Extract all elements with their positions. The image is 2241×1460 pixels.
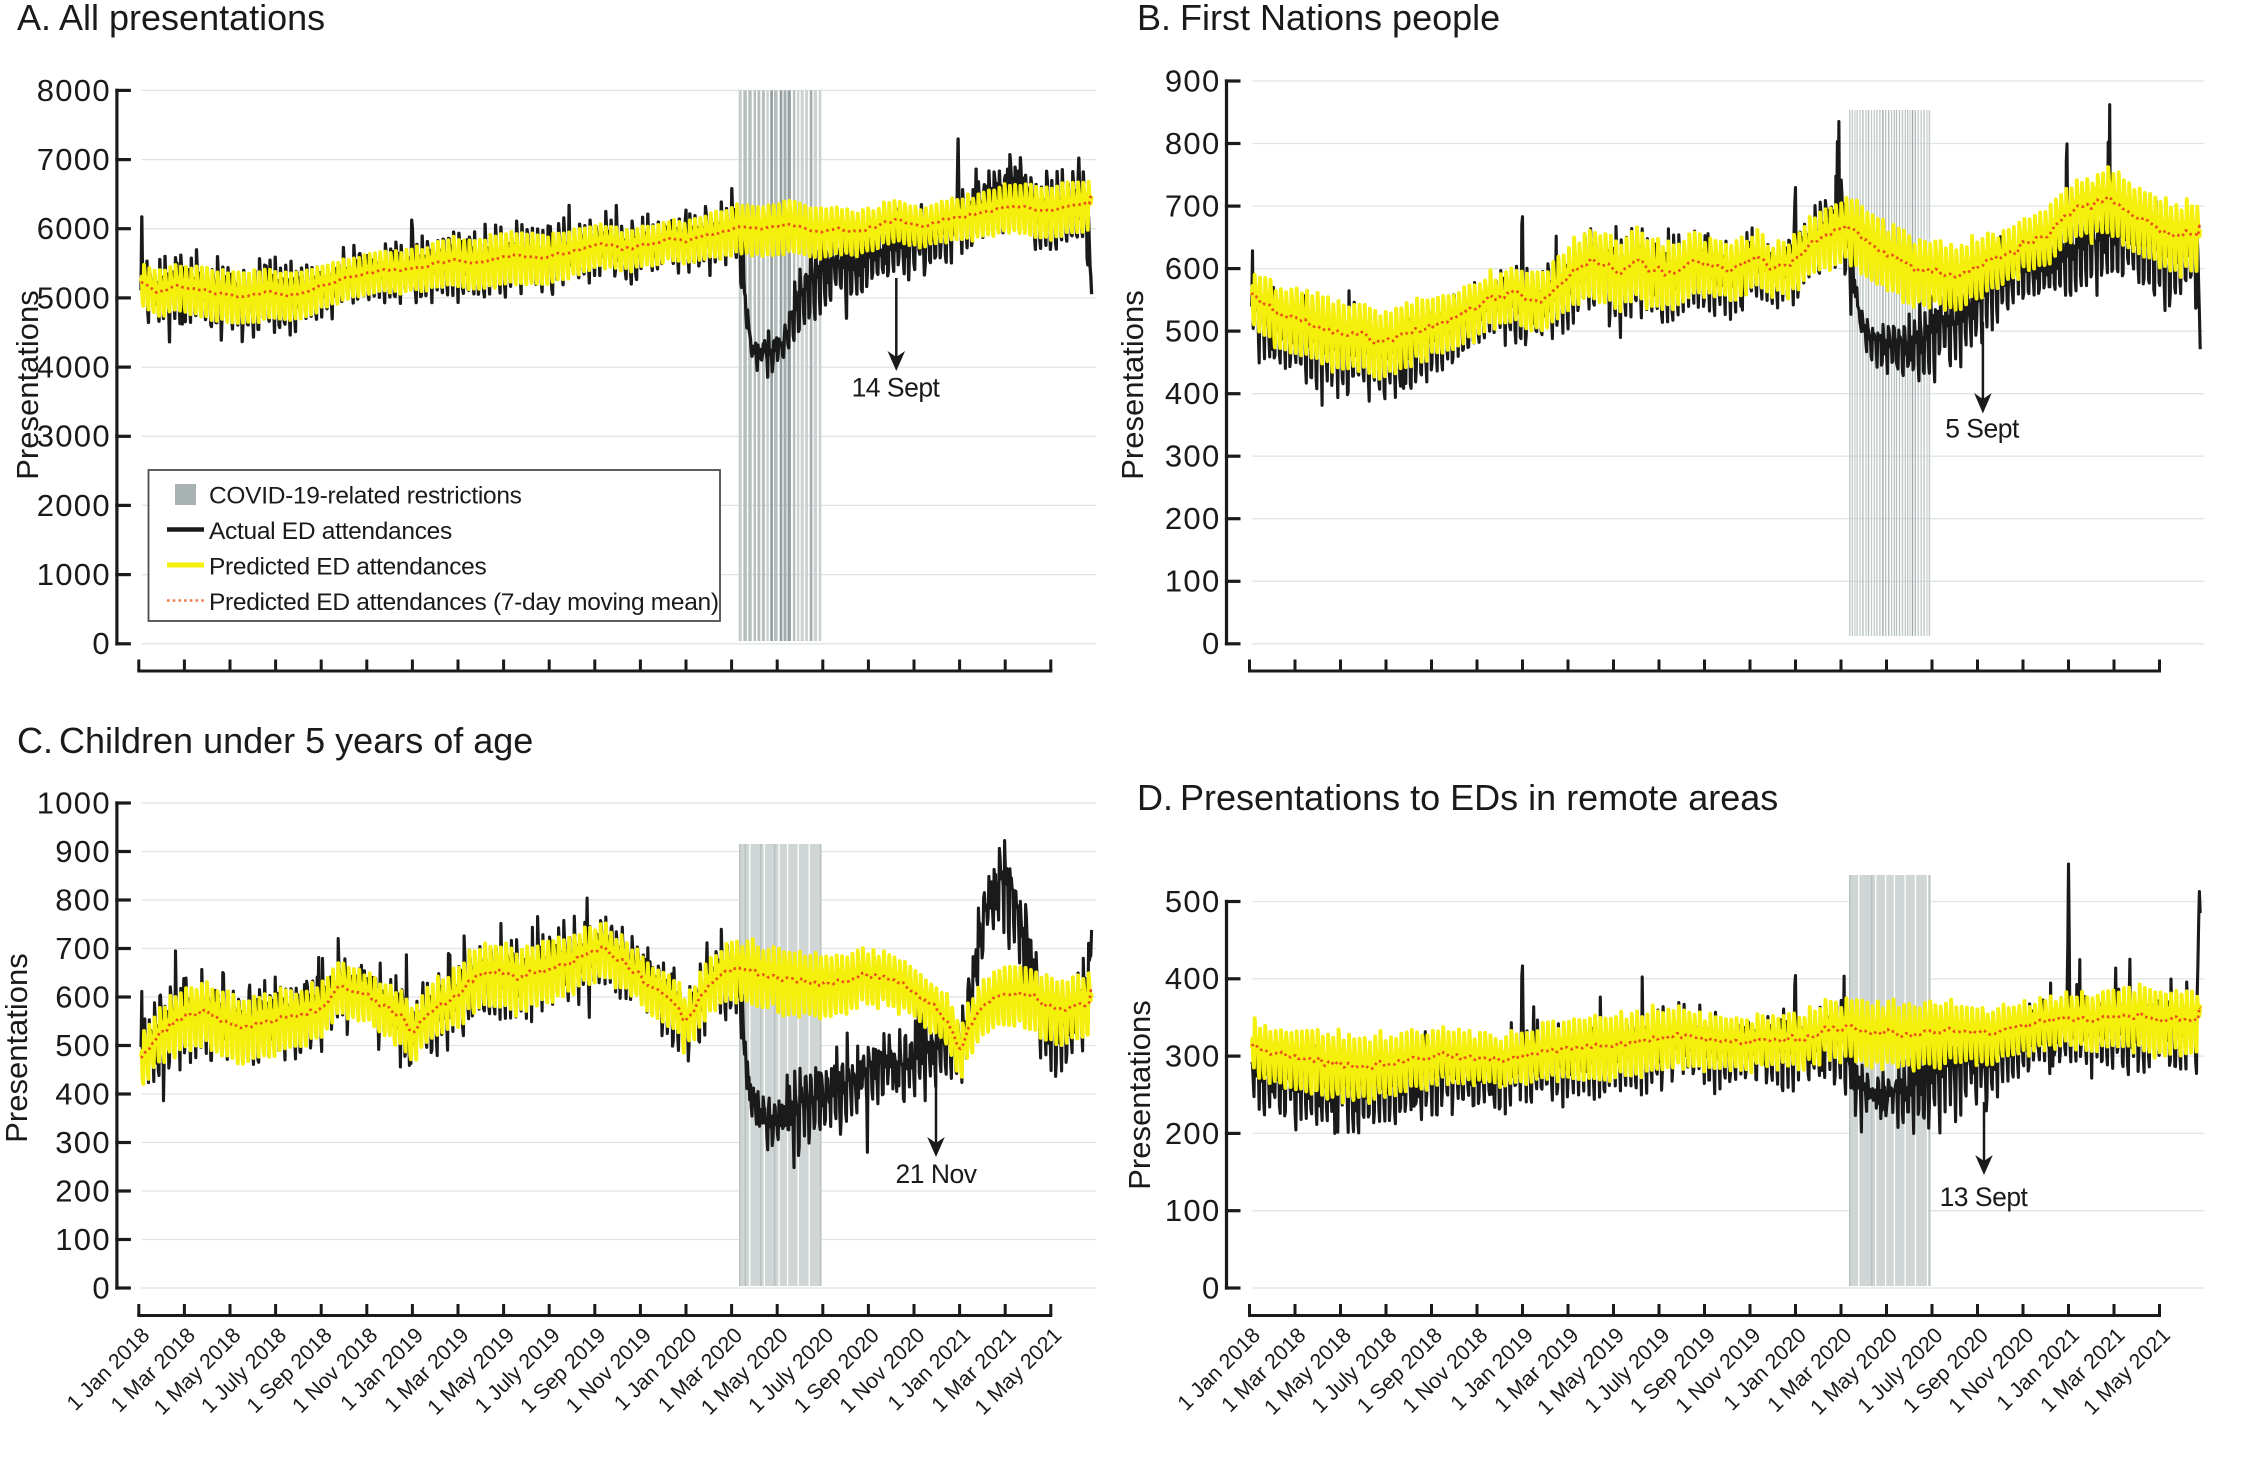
- svg-text:800: 800: [1165, 126, 1221, 161]
- svg-text:400: 400: [1165, 961, 1221, 996]
- svg-text:Presentations: Presentations: [1115, 290, 1150, 480]
- svg-text:0: 0: [92, 626, 111, 661]
- svg-text:200: 200: [1165, 501, 1221, 536]
- svg-text:COVID-19-related restrictions: COVID-19-related restrictions: [209, 483, 522, 510]
- svg-text:7000: 7000: [37, 142, 111, 177]
- svg-text:Predicted ED attendances (7-da: Predicted ED attendances (7-day moving m…: [209, 589, 719, 616]
- svg-text:Presentations: Presentations: [1122, 1000, 1157, 1190]
- svg-text:All presentations: All presentations: [59, 0, 325, 38]
- svg-text:400: 400: [1165, 376, 1221, 411]
- svg-text:13 Sept: 13 Sept: [1940, 1182, 2029, 1212]
- svg-text:Actual ED attendances: Actual ED attendances: [209, 518, 452, 545]
- svg-text:5 Sept: 5 Sept: [1945, 414, 2020, 444]
- svg-text:600: 600: [55, 979, 111, 1014]
- svg-text:0: 0: [92, 1270, 111, 1305]
- svg-text:1000: 1000: [37, 557, 111, 592]
- svg-text:900: 900: [1165, 63, 1221, 98]
- svg-text:200: 200: [55, 1173, 111, 1208]
- svg-text:700: 700: [55, 931, 111, 966]
- svg-text:3000: 3000: [37, 419, 111, 454]
- svg-text:Presentations: Presentations: [0, 953, 34, 1143]
- svg-text:14 Sept: 14 Sept: [852, 373, 941, 403]
- svg-text:300: 300: [1165, 439, 1221, 474]
- svg-text:700: 700: [1165, 189, 1221, 224]
- svg-text:300: 300: [1165, 1039, 1221, 1074]
- svg-text:300: 300: [55, 1125, 111, 1160]
- svg-text:First Nations people: First Nations people: [1180, 0, 1500, 38]
- svg-text:2000: 2000: [37, 488, 111, 523]
- svg-text:100: 100: [1165, 564, 1221, 599]
- svg-text:21 Nov: 21 Nov: [896, 1159, 978, 1189]
- svg-text:C.: C.: [17, 720, 53, 761]
- svg-text:100: 100: [55, 1222, 111, 1257]
- svg-text:100: 100: [1165, 1193, 1221, 1228]
- svg-text:Predicted ED attendances: Predicted ED attendances: [209, 554, 486, 581]
- svg-text:0: 0: [1202, 1270, 1221, 1305]
- svg-text:1000: 1000: [37, 785, 111, 820]
- svg-text:500: 500: [55, 1028, 111, 1063]
- svg-text:0: 0: [1202, 626, 1221, 661]
- svg-text:A.: A.: [17, 0, 51, 38]
- svg-text:Presentations to EDs in remote: Presentations to EDs in remote areas: [1180, 777, 1778, 818]
- svg-text:600: 600: [1165, 251, 1221, 286]
- svg-text:400: 400: [55, 1076, 111, 1111]
- svg-text:200: 200: [1165, 1116, 1221, 1151]
- svg-text:900: 900: [55, 834, 111, 869]
- svg-text:D.: D.: [1137, 777, 1173, 818]
- svg-text:5000: 5000: [37, 280, 111, 315]
- svg-text:500: 500: [1165, 884, 1221, 919]
- svg-text:Children under 5 years of age: Children under 5 years of age: [59, 720, 533, 761]
- svg-text:800: 800: [55, 882, 111, 917]
- svg-text:500: 500: [1165, 314, 1221, 349]
- svg-text:8000: 8000: [37, 73, 111, 108]
- svg-text:Presentations: Presentations: [10, 290, 45, 480]
- svg-text:6000: 6000: [37, 211, 111, 246]
- svg-text:4000: 4000: [37, 350, 111, 385]
- svg-text:B.: B.: [1137, 0, 1171, 38]
